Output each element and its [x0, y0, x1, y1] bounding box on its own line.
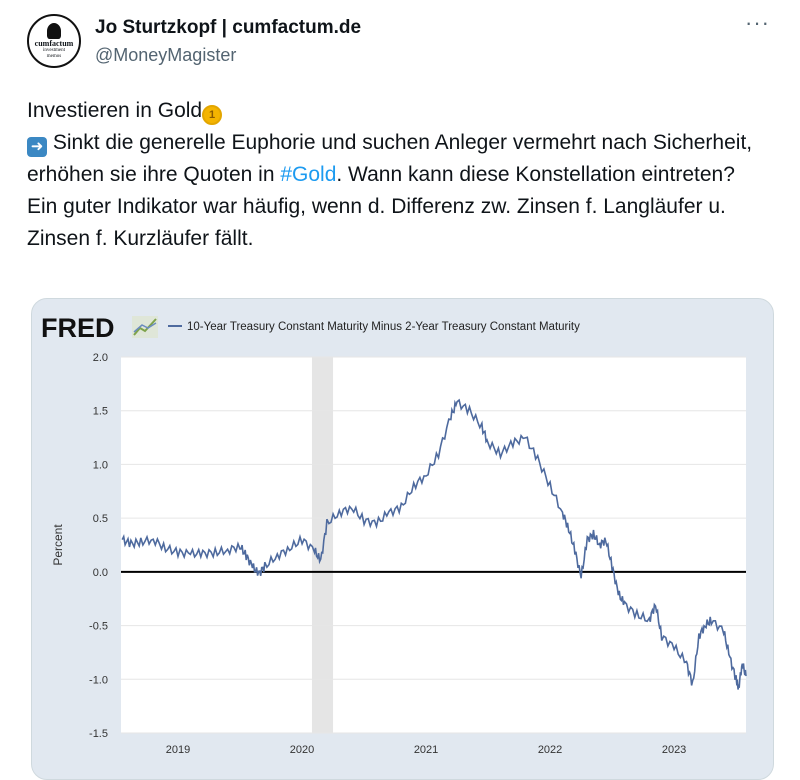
- x-tick-label: 2020: [290, 744, 314, 756]
- y-tick-label: -1.0: [89, 674, 108, 686]
- x-tick-label: 2021: [414, 744, 438, 756]
- y-tick-label: 0.0: [93, 567, 108, 579]
- avatar[interactable]: cumfactum investment memos: [27, 14, 81, 68]
- avatar-logo-sub2: memos: [46, 53, 62, 59]
- tweet-text: Investieren in Gold 1 ➜ Sinkt die generel…: [27, 95, 787, 255]
- fred-graph-icon: [132, 316, 158, 338]
- author-name[interactable]: Jo Sturtzkopf | cumfactum.de: [95, 17, 362, 38]
- hashtag-gold-link[interactable]: #Gold: [280, 163, 337, 186]
- x-tick-label: 2022: [538, 744, 562, 756]
- fred-chart: FRED 10-Year Treasury Constant Maturity …: [41, 313, 747, 756]
- y-axis-label: Percent: [51, 524, 65, 566]
- tweet-line-3: Ein guter Indikator war häufig, wenn d. …: [27, 195, 726, 250]
- y-tick-label: 2.0: [93, 352, 108, 364]
- avatar-logo-text: cumfactum: [34, 38, 74, 48]
- y-tick-label: 0.5: [93, 513, 108, 525]
- x-tick-label: 2023: [662, 744, 686, 756]
- avatar-silhouette-icon: [47, 22, 61, 39]
- tweet-line-1: Investieren in Gold: [27, 99, 203, 122]
- fred-logo: FRED: [41, 313, 115, 343]
- recession-band: [311, 357, 334, 733]
- avatar-logo-sub: investment: [43, 47, 65, 53]
- y-tick-label: -0.5: [89, 621, 108, 633]
- more-dots-icon[interactable]: ···: [745, 10, 770, 35]
- medal-icon: 1: [202, 105, 223, 125]
- x-tick-label: 2019: [166, 744, 190, 756]
- right-arrow-icon: ➜: [27, 137, 47, 157]
- tweet-line-2: Sinkt die generelle Euphorie und suchen …: [27, 131, 753, 186]
- series-line: [121, 398, 747, 690]
- chart-image[interactable]: FRED 10-Year Treasury Constant Maturity …: [31, 298, 774, 780]
- plot-area: [121, 357, 746, 733]
- author-handle[interactable]: @MoneyMagister: [95, 45, 237, 65]
- y-tick-label: 1.0: [93, 459, 108, 471]
- chart-title: 10-Year Treasury Constant Maturity Minus…: [187, 321, 580, 333]
- y-tick-label: -1.5: [89, 728, 108, 740]
- tweet-line-2-end: . Wann kann diese Konstellation eintrete…: [336, 163, 735, 186]
- y-tick-label: 1.5: [93, 406, 108, 418]
